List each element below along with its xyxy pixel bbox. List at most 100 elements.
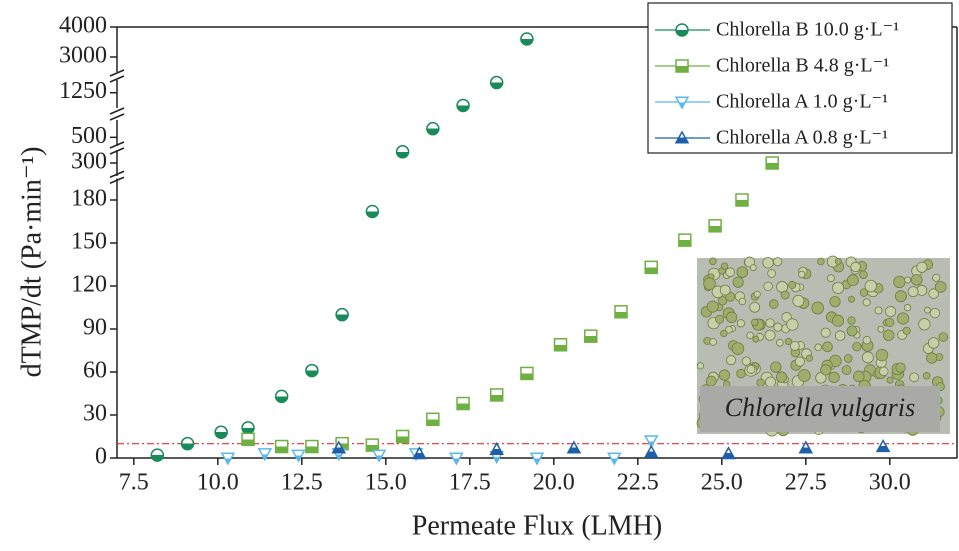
cell xyxy=(850,261,861,273)
marker xyxy=(643,444,659,458)
cell xyxy=(903,303,912,312)
x-tick-label: 22.5 xyxy=(617,470,659,496)
marker xyxy=(241,421,255,435)
cell xyxy=(767,269,776,278)
cell xyxy=(885,306,897,318)
cell xyxy=(732,276,744,288)
legend-label: Chlorella B 10.0 g·L⁻¹ xyxy=(716,19,899,41)
cell xyxy=(817,257,825,266)
y-tick-label: 1250 xyxy=(59,78,107,104)
cell xyxy=(765,376,776,388)
marker xyxy=(220,452,236,466)
marker xyxy=(365,438,380,452)
cell xyxy=(715,314,725,324)
y-tick-label: 180 xyxy=(71,186,107,212)
cell xyxy=(843,354,853,363)
cell xyxy=(725,311,738,323)
cell xyxy=(776,371,788,383)
cell xyxy=(859,270,868,279)
marker xyxy=(721,446,736,460)
marker xyxy=(274,439,289,454)
cell xyxy=(786,318,799,331)
x-tick-label: 20.0 xyxy=(533,470,575,496)
cell xyxy=(934,281,947,293)
cell xyxy=(753,290,761,298)
cell xyxy=(749,301,761,313)
cell xyxy=(928,288,939,299)
cell xyxy=(814,343,822,352)
cell xyxy=(822,341,833,353)
marker xyxy=(395,145,410,159)
cell xyxy=(750,318,759,327)
marker xyxy=(365,204,380,219)
marker xyxy=(644,260,658,275)
marker xyxy=(489,75,504,90)
cell xyxy=(769,299,779,309)
cell xyxy=(746,331,754,340)
cell xyxy=(907,286,919,298)
x-tick-label: 17.5 xyxy=(449,470,491,496)
cell xyxy=(927,337,940,349)
cell xyxy=(788,280,797,289)
axis-break xyxy=(109,113,125,121)
inset-label-box xyxy=(700,386,940,432)
cell xyxy=(731,342,745,355)
y-axis-label: dTMP/dt (Pa·min⁻¹) xyxy=(16,147,47,378)
marker xyxy=(371,449,387,463)
marker xyxy=(456,396,470,411)
cell xyxy=(736,368,746,379)
marker xyxy=(305,363,319,378)
cell xyxy=(820,364,832,376)
cell xyxy=(847,316,856,325)
cell xyxy=(926,352,938,364)
marker xyxy=(241,432,255,447)
cell xyxy=(773,257,783,267)
marker xyxy=(798,440,814,454)
cell xyxy=(706,300,719,313)
x-tick-label: 30.0 xyxy=(869,470,911,496)
cell xyxy=(746,364,756,374)
marker xyxy=(489,388,504,402)
marker xyxy=(456,98,470,113)
x-tick-label: 12.5 xyxy=(281,470,323,496)
cell xyxy=(720,262,729,270)
cell xyxy=(762,257,774,269)
cell xyxy=(826,274,835,283)
marker xyxy=(765,156,779,170)
cell xyxy=(829,296,841,308)
y-tick-label: 60 xyxy=(83,358,107,384)
legend-marker xyxy=(674,96,690,110)
y-tick-label: 3000 xyxy=(59,43,107,69)
cell xyxy=(820,327,831,338)
marker xyxy=(150,448,165,462)
y-tick-label: 30 xyxy=(83,401,107,427)
cell xyxy=(877,325,885,333)
cell xyxy=(847,274,859,287)
x-tick-label: 7.5 xyxy=(119,470,149,496)
cell xyxy=(859,288,869,297)
cell xyxy=(709,257,717,266)
marker xyxy=(489,441,504,455)
cell xyxy=(831,314,845,327)
cell xyxy=(910,274,923,286)
cell xyxy=(875,348,889,362)
cell xyxy=(918,318,931,331)
marker xyxy=(708,219,722,233)
marker xyxy=(180,436,195,451)
marker xyxy=(529,452,545,466)
marker xyxy=(566,440,582,454)
cell xyxy=(752,335,760,343)
cell xyxy=(929,307,941,319)
inset-label: Chlorella vulgaris xyxy=(725,393,915,422)
marker xyxy=(607,452,622,466)
cell xyxy=(922,371,931,380)
cell xyxy=(805,354,813,362)
marker xyxy=(257,448,273,462)
cell xyxy=(703,277,716,290)
cell xyxy=(864,279,877,293)
legend-box xyxy=(647,2,953,154)
marker xyxy=(735,193,749,207)
marker xyxy=(875,438,891,453)
x-tick-label: 27.5 xyxy=(785,470,827,496)
